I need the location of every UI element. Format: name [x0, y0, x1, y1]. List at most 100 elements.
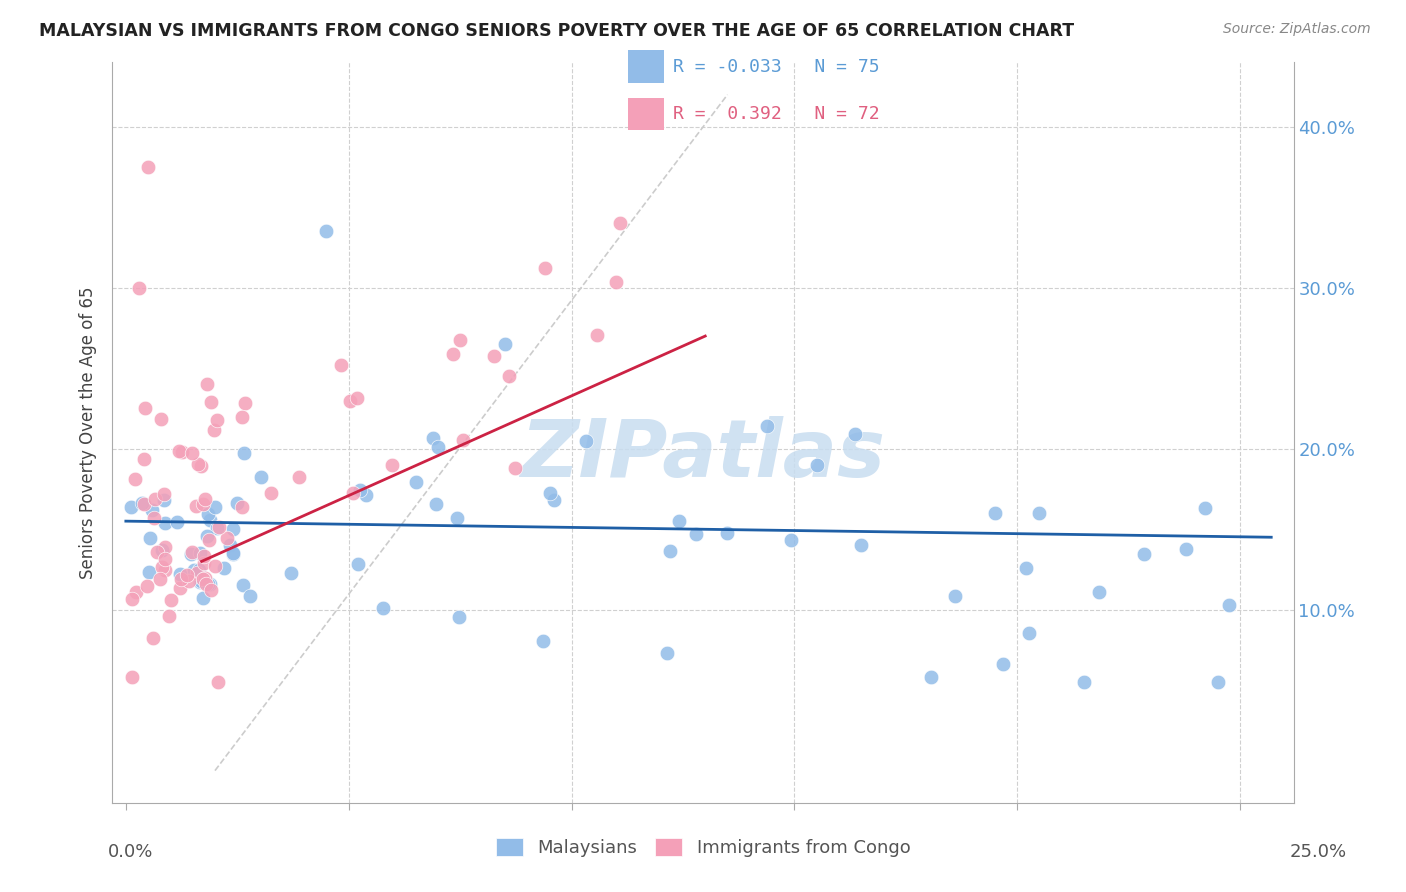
- Bar: [627, 97, 664, 130]
- Point: [183, 563, 205, 577]
- Point: [222, 547, 245, 561]
- Text: MALAYSIAN VS IMMIGRANTS FROM CONGO SENIORS POVERTY OVER THE AGE OF 65 CORRELATIO: MALAYSIAN VS IMMIGRANTS FROM CONGO SENIO…: [39, 22, 1074, 40]
- Point: [160, 592, 183, 607]
- Point: [1028, 506, 1050, 520]
- Point: [195, 377, 218, 392]
- Point: [186, 566, 208, 580]
- Point: [453, 434, 475, 448]
- Point: [233, 396, 256, 410]
- Point: [851, 538, 873, 552]
- Y-axis label: Seniors Poverty Over the Age of 65: Seniors Poverty Over the Age of 65: [79, 286, 97, 579]
- Text: 25.0%: 25.0%: [1289, 843, 1347, 861]
- Point: [991, 657, 1014, 671]
- Point: [155, 551, 177, 566]
- Point: [346, 557, 368, 571]
- Point: [349, 483, 371, 498]
- Point: [217, 531, 239, 545]
- Point: [188, 575, 211, 590]
- Point: [315, 224, 337, 238]
- Point: [181, 545, 204, 559]
- Point: [200, 395, 222, 409]
- Point: [231, 500, 253, 515]
- Point: [176, 568, 198, 582]
- Point: [984, 506, 1007, 520]
- Point: [138, 565, 160, 579]
- Point: [505, 460, 527, 475]
- Point: [685, 527, 707, 541]
- Point: [1088, 585, 1111, 599]
- Point: [205, 521, 228, 535]
- Point: [1018, 626, 1040, 640]
- Point: [134, 401, 156, 415]
- Point: [231, 410, 253, 425]
- Point: [342, 485, 364, 500]
- Point: [668, 514, 690, 528]
- Point: [280, 566, 302, 580]
- Text: R = -0.033   N = 75: R = -0.033 N = 75: [673, 58, 880, 76]
- Point: [447, 610, 470, 624]
- Point: [655, 646, 678, 660]
- Point: [1073, 675, 1095, 690]
- Point: [195, 529, 218, 543]
- Point: [200, 577, 222, 591]
- Point: [124, 472, 146, 486]
- Point: [232, 578, 254, 592]
- Point: [194, 491, 217, 506]
- Point: [188, 546, 211, 560]
- Point: [169, 567, 191, 582]
- Point: [225, 496, 247, 510]
- Point: [1015, 561, 1038, 575]
- Point: [260, 485, 283, 500]
- Point: [1175, 542, 1198, 557]
- Point: [136, 579, 159, 593]
- Point: [180, 547, 202, 561]
- Point: [208, 520, 231, 534]
- Point: [346, 391, 368, 405]
- Point: [153, 487, 176, 501]
- Point: [131, 496, 153, 510]
- Point: [575, 434, 598, 448]
- Point: [134, 451, 156, 466]
- Point: [204, 500, 226, 514]
- Point: [139, 531, 162, 545]
- Point: [484, 349, 506, 363]
- Point: [534, 261, 557, 276]
- Point: [153, 516, 176, 530]
- Point: [141, 502, 163, 516]
- Point: [425, 497, 447, 511]
- Point: [169, 581, 191, 595]
- Point: [716, 526, 738, 541]
- Point: [188, 563, 211, 577]
- Point: [239, 589, 262, 603]
- Point: [204, 559, 226, 574]
- Point: [498, 369, 520, 384]
- Point: [193, 549, 215, 564]
- Point: [212, 561, 235, 575]
- Point: [494, 337, 516, 351]
- Point: [150, 542, 173, 557]
- Point: [605, 275, 627, 289]
- Point: [1194, 500, 1216, 515]
- Point: [157, 609, 180, 624]
- Point: [153, 563, 176, 577]
- Point: [181, 446, 204, 460]
- Point: [218, 538, 240, 552]
- Text: R =  0.392   N = 72: R = 0.392 N = 72: [673, 105, 880, 123]
- Point: [170, 445, 193, 459]
- Point: [191, 573, 214, 587]
- Point: [143, 491, 166, 506]
- Point: [449, 333, 471, 347]
- Point: [373, 600, 395, 615]
- Point: [287, 469, 309, 483]
- Point: [197, 577, 219, 591]
- Point: [190, 459, 212, 474]
- Point: [153, 493, 176, 508]
- Point: [1133, 547, 1156, 561]
- Point: [659, 544, 682, 558]
- Point: [194, 576, 217, 591]
- Point: [121, 591, 143, 606]
- Text: 0.0%: 0.0%: [108, 843, 153, 861]
- Text: ZIPatlas: ZIPatlas: [520, 416, 886, 494]
- Point: [200, 583, 222, 598]
- Legend: Malaysians, Immigrants from Congo: Malaysians, Immigrants from Congo: [488, 830, 918, 864]
